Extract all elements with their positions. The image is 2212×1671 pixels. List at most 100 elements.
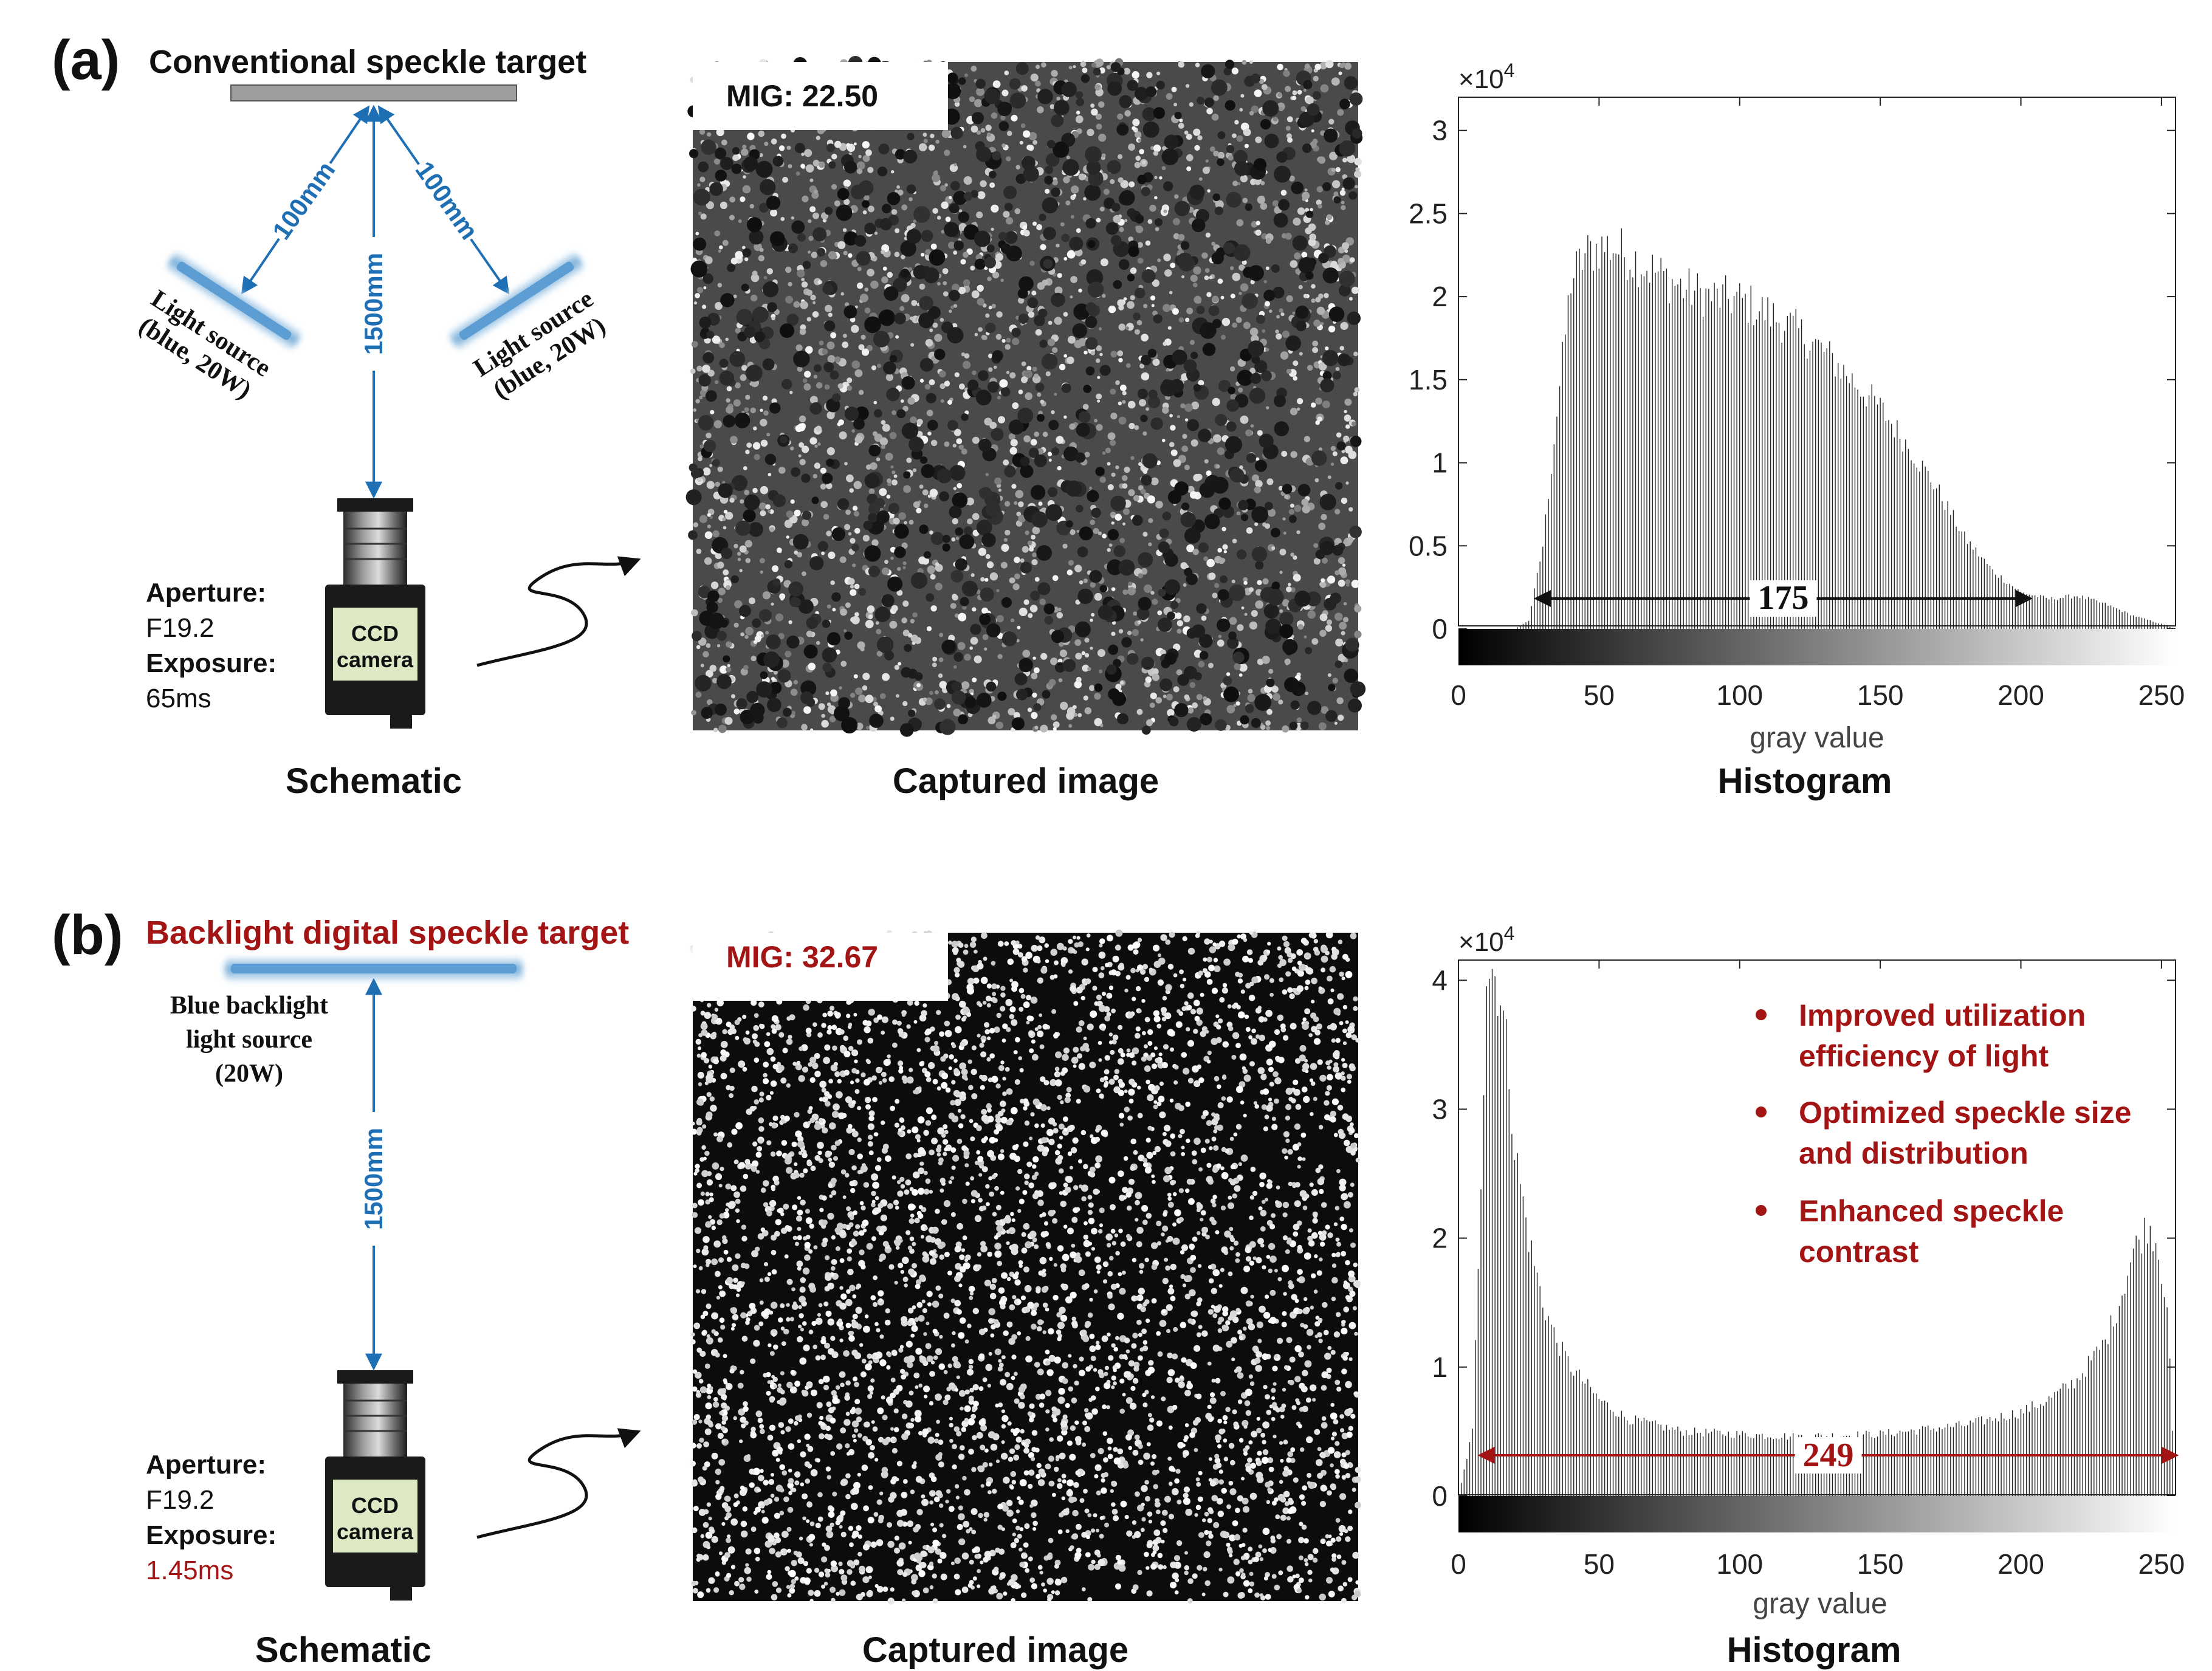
speckle-dot [1042,690,1051,699]
speckle-dot [972,513,980,520]
speckle-dot [695,293,700,298]
speckle-dot [925,338,933,347]
speckle-dot [753,640,758,644]
x-tick-label: 200 [1997,679,2044,711]
speckle-dot [991,112,998,119]
speckle-dot [1237,1399,1243,1404]
speckle-dot [821,719,829,728]
speckle-dot [1341,1087,1346,1093]
speckle-dot [1184,1570,1189,1576]
speckle-dot [1127,630,1132,636]
speckle-dot [1263,1126,1268,1131]
speckle-dot [1099,365,1111,376]
speckle-dot [831,1259,837,1265]
speckle-dot [827,355,836,363]
speckle-dot [1213,958,1218,962]
speckle-dot [1001,1272,1008,1279]
speckle-dot [1158,1052,1163,1057]
speckle-dot [809,402,822,415]
speckle-dot [1163,209,1167,213]
speckle-dot [853,510,860,517]
speckle-dot [693,188,710,206]
speckle-dot [1076,676,1082,683]
speckle-dot [864,1026,871,1034]
speckle-dot [1098,952,1106,959]
speckle-dot [1024,1180,1029,1185]
speckle-dot [793,301,800,308]
speckle-dot [1268,1097,1273,1102]
speckle-dot [1036,545,1052,561]
speckle-dot [1145,240,1151,246]
speckle-dot [1211,114,1219,121]
speckle-dot [932,656,938,662]
speckle-dot [1031,1039,1036,1044]
speckle-dot [1222,544,1228,550]
speckle-dot [1284,677,1299,693]
speckle-dot [1110,388,1116,395]
speckle-dot [699,129,706,135]
speckle-dot [747,132,755,140]
speckle-dot [831,154,837,160]
speckle-dot [1260,1432,1266,1438]
speckle-dot [1146,407,1149,411]
speckle-dot [1293,555,1297,560]
speckle-dot [704,531,713,539]
speckle-dot [1073,1001,1079,1006]
speckle-dot [1154,176,1158,179]
speckle-dot [899,306,905,311]
speckle-dot [1124,110,1131,117]
speckle-dot [834,356,841,363]
speckle-dot [877,1014,883,1020]
speckle-dot [882,266,887,271]
speckle-dot [1113,1447,1118,1452]
speckle-dot [980,1444,986,1450]
speckle-dot [1311,129,1314,132]
speckle-dot [1166,611,1175,620]
speckle-dot [780,217,785,221]
speckle-dot [1098,101,1105,108]
speckle-dot [1059,363,1066,371]
speckle-dot [949,309,952,314]
speckle-dot [1023,1223,1030,1230]
speckle-dot [691,1122,695,1126]
speckle-dot [1230,293,1235,299]
speckle-dot [1163,341,1167,346]
speckle-dot [934,349,946,360]
speckle-dot [1186,307,1194,315]
speckle-dot [918,143,927,151]
speckle-dot [1076,98,1085,106]
speckle-dot [1305,199,1308,202]
speckle-dot [759,1300,764,1305]
speckle-dot [1206,292,1212,298]
speckle-dot [878,309,895,326]
speckle-dot [1317,1447,1322,1452]
speckle-dot [706,601,718,614]
speckle-dot [935,1348,943,1355]
speckle-dot [790,446,794,451]
speckle-dot [1256,1427,1262,1433]
speckle-dot [1087,667,1091,671]
speckle-dot [1345,481,1349,485]
speckle-dot [951,681,962,692]
speckle-dot [820,501,828,509]
speckle-dot [1032,221,1037,226]
speckle-dot [1194,672,1202,681]
speckle-dot [1020,464,1034,478]
speckle-dot [861,348,870,356]
speckle-dot [1265,1009,1273,1017]
speckle-dot [1330,445,1336,451]
speckle-dot [994,1250,1002,1258]
speckle-dot [1159,176,1163,180]
speckle-dot [791,216,795,220]
speckle-dot [1039,213,1046,221]
speckle-dot [852,563,856,568]
speckle-dot [844,160,857,174]
speckle-dot [849,488,854,493]
speckle-dot [1016,688,1028,701]
speckle-dot [1037,1144,1045,1152]
speckle-dot [1184,527,1201,544]
speckle-dot [1077,546,1088,558]
speckle-dot [773,1344,778,1350]
speckle-dot [857,267,862,272]
speckle-dot [1084,637,1090,643]
